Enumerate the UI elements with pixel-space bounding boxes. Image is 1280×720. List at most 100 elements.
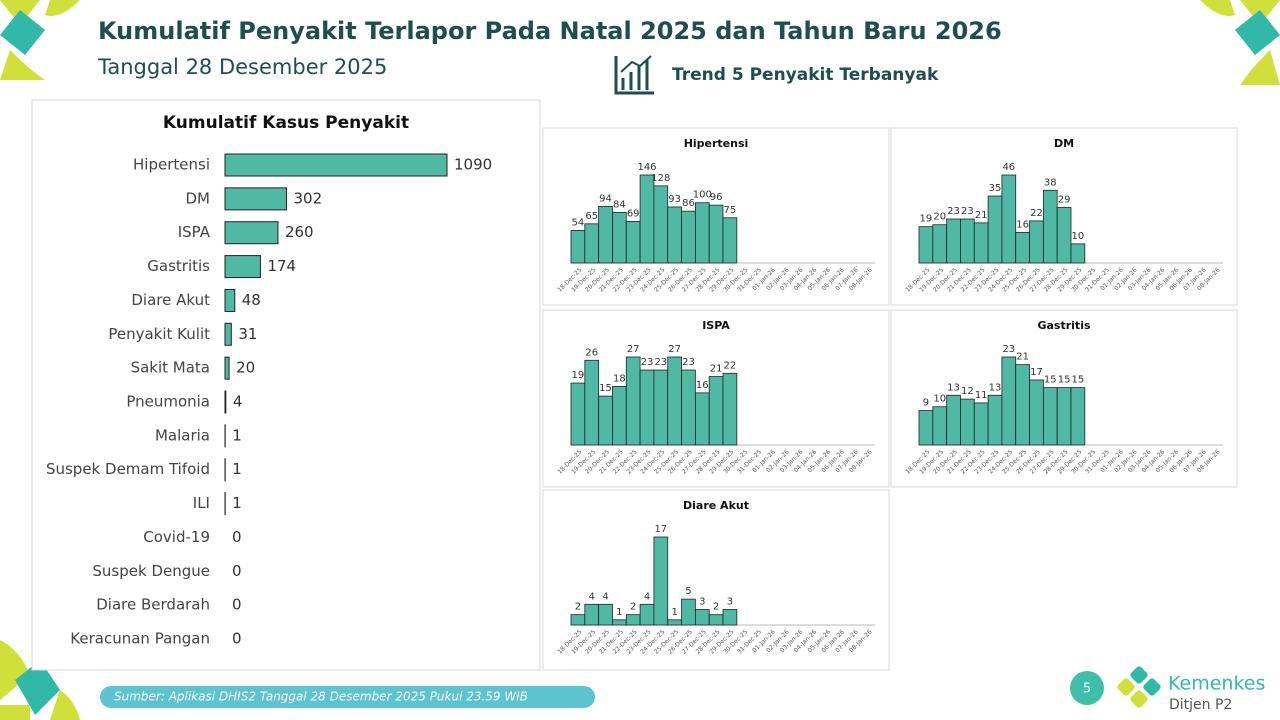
value-label: 1 <box>232 426 242 444</box>
bar <box>1001 356 1017 446</box>
bar <box>653 536 669 626</box>
bar <box>708 204 724 264</box>
source-text: Sumber: Aplikasi DHIS2 Tanggal 28 Desemb… <box>114 690 528 704</box>
value-label: 174 <box>267 257 296 275</box>
value-label: 0 <box>232 528 242 546</box>
value-label: 96 <box>710 192 723 203</box>
value-label: 21 <box>975 210 988 221</box>
bar <box>224 221 279 245</box>
bar <box>681 598 696 626</box>
bar <box>722 609 738 626</box>
value-label: 3 <box>727 596 733 607</box>
bar <box>224 356 230 380</box>
value-label: 29 <box>1058 195 1071 206</box>
bar <box>612 385 627 446</box>
value-label: 0 <box>232 596 242 614</box>
value-label: 22 <box>1030 208 1043 219</box>
chart-title: Diare Akut <box>683 499 749 512</box>
panel <box>31 99 541 671</box>
bar <box>946 394 961 446</box>
category-label: Pneumonia <box>126 393 210 411</box>
logo-mark <box>1117 666 1161 708</box>
bar <box>570 382 586 446</box>
bar <box>224 187 288 211</box>
value-label: 19 <box>920 214 933 225</box>
bar <box>722 217 738 264</box>
value-label: 23 <box>641 357 654 368</box>
value-label: 75 <box>724 205 737 216</box>
bar <box>653 369 669 446</box>
logo-text: Kemenkes <box>1168 673 1265 695</box>
bar <box>1056 207 1072 264</box>
bar <box>973 222 989 264</box>
bar <box>932 406 948 446</box>
bar <box>987 195 1003 264</box>
value-label: 48 <box>242 291 261 309</box>
value-label: 93 <box>668 194 681 205</box>
value-label: 16 <box>696 380 709 391</box>
value-label: 15 <box>1072 375 1085 386</box>
value-label: 23 <box>947 206 960 217</box>
bar <box>932 224 948 264</box>
bar <box>639 603 655 626</box>
bar <box>918 410 934 446</box>
bar <box>1042 189 1058 264</box>
value-label: 20 <box>933 212 946 223</box>
value-label: 26 <box>585 347 598 358</box>
value-label: 4 <box>589 591 595 602</box>
page-number: 5 <box>1083 682 1091 697</box>
value-label: 13 <box>947 382 960 393</box>
bar <box>1015 364 1030 446</box>
category-label: Covid-19 <box>143 528 210 546</box>
bar <box>1070 243 1086 264</box>
value-label: 23 <box>682 357 695 368</box>
bar <box>681 369 696 446</box>
value-label: 27 <box>627 344 640 355</box>
category-label: Diare Akut <box>131 291 210 309</box>
value-label: 27 <box>668 344 681 355</box>
value-label: 1 <box>232 494 242 512</box>
value-label: 128 <box>651 173 670 184</box>
chart-title: ISPA <box>702 319 730 332</box>
bar <box>625 221 641 264</box>
bar <box>639 369 655 446</box>
value-label: 2 <box>713 602 719 613</box>
bar <box>224 390 227 414</box>
bar <box>1070 387 1086 446</box>
bar <box>694 609 710 626</box>
bar <box>224 255 261 279</box>
bar <box>612 619 627 626</box>
value-label: 31 <box>238 325 257 343</box>
value-label: 23 <box>961 206 974 217</box>
category-label: Malaria <box>155 426 210 444</box>
value-label: 2 <box>575 602 581 613</box>
bar <box>946 218 961 264</box>
source-pill <box>100 686 595 708</box>
bar <box>224 153 448 177</box>
category-label: Gastritis <box>147 257 210 275</box>
bar <box>598 205 613 264</box>
value-label: 146 <box>637 162 656 173</box>
bar <box>681 210 696 264</box>
page-subtitle: Tanggal 28 Desember 2025 <box>97 55 387 79</box>
category-label: Keracunan Pangan <box>70 630 210 648</box>
bar <box>584 603 600 626</box>
value-label: 15 <box>1058 375 1071 386</box>
bar <box>708 376 724 446</box>
value-label: 84 <box>613 199 626 210</box>
bar <box>722 372 738 446</box>
category-label: ILI <box>193 494 210 512</box>
value-label: 16 <box>1016 219 1029 230</box>
value-label: 86 <box>682 198 695 209</box>
logo-subtext: Ditjen P2 <box>1169 697 1232 713</box>
category-label: DM <box>186 189 211 207</box>
bar <box>570 614 586 626</box>
value-label: 1 <box>232 460 242 478</box>
category-label: Hipertensi <box>133 156 210 174</box>
page-title: Kumulatif Penyakit Terlapor Pada Natal 2… <box>98 17 1002 45</box>
bar <box>625 356 641 446</box>
value-label: 46 <box>1002 162 1015 173</box>
category-label: Sakit Mata <box>131 359 210 377</box>
value-label: 1 <box>671 607 677 618</box>
